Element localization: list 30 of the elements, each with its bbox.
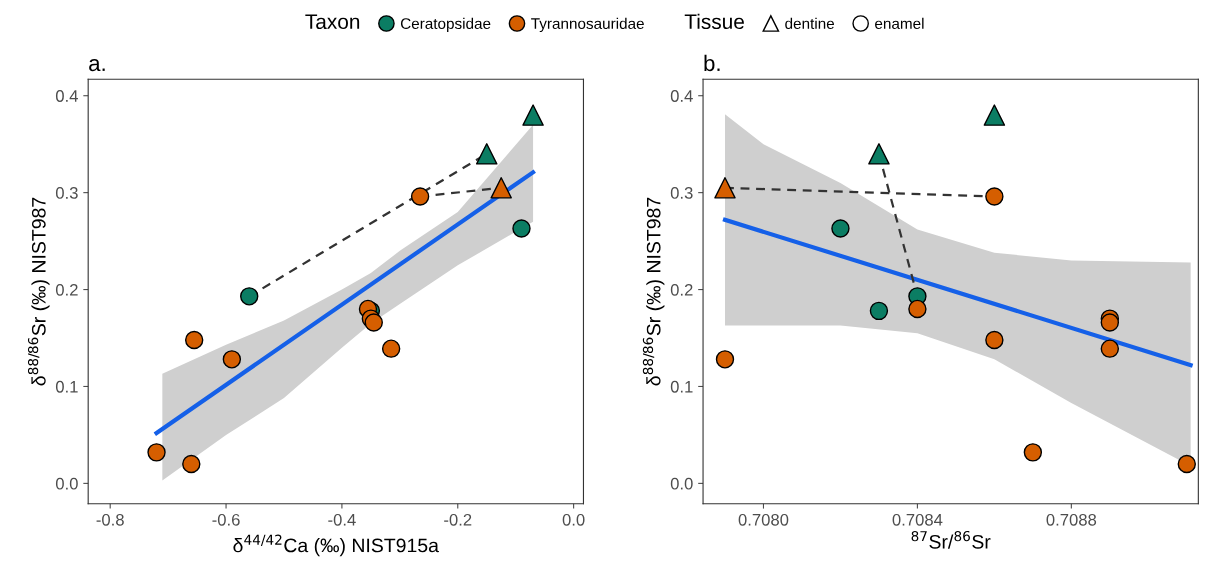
y-tick-label: 0.4: [55, 90, 78, 102]
text: Tissue: [684, 13, 744, 30]
legend-label: enamel: [875, 17, 924, 29]
legend-label: Tyrannosauridae: [531, 17, 644, 33]
y-tick-label: 0.3: [670, 187, 693, 199]
chart-title: a.: [89, 58, 105, 72]
y-tick-label: 0.4: [670, 90, 693, 102]
x-tick-label: -0.4: [328, 513, 356, 526]
x-tick-label: -0.2: [444, 513, 472, 526]
y-tick-label: 0.1: [55, 380, 78, 393]
y-tick-label: 0.3: [55, 187, 78, 199]
y-tick-label: 0.0: [55, 477, 78, 490]
y-tick-label: 0.2: [670, 283, 693, 296]
x-axis-title: $^{87}$Sr/$^{86}$Sr: [911, 530, 991, 549]
y-tick-label: 0.0: [670, 477, 693, 490]
y-tick-label: 0.1: [670, 380, 693, 393]
y-axis-title: δ$^{88/86}$Sr (‰) NIST987: [27, 197, 50, 386]
chart-title: b.: [704, 54, 720, 72]
y-tick-label: 0.2: [55, 283, 78, 296]
text: Taxon: [305, 14, 360, 30]
x-tick-label: 0.7088: [1046, 513, 1097, 526]
legend-label: dentine: [785, 17, 835, 29]
x-tick-label: -0.6: [212, 513, 240, 526]
legend-label: Ceratopsidae: [400, 17, 491, 33]
x-tick-label: 0.0: [562, 513, 585, 526]
x-tick-label: -0.8: [96, 513, 124, 526]
x-tick-label: 0.7084: [892, 513, 943, 526]
y-axis-title: δ$^{88/86}$Sr (‰) NIST987: [642, 197, 665, 386]
x-axis-title: δ$^{44/42}$Ca (‰) NIST915a: [233, 534, 439, 557]
x-tick-label: 0.7080: [738, 513, 789, 526]
